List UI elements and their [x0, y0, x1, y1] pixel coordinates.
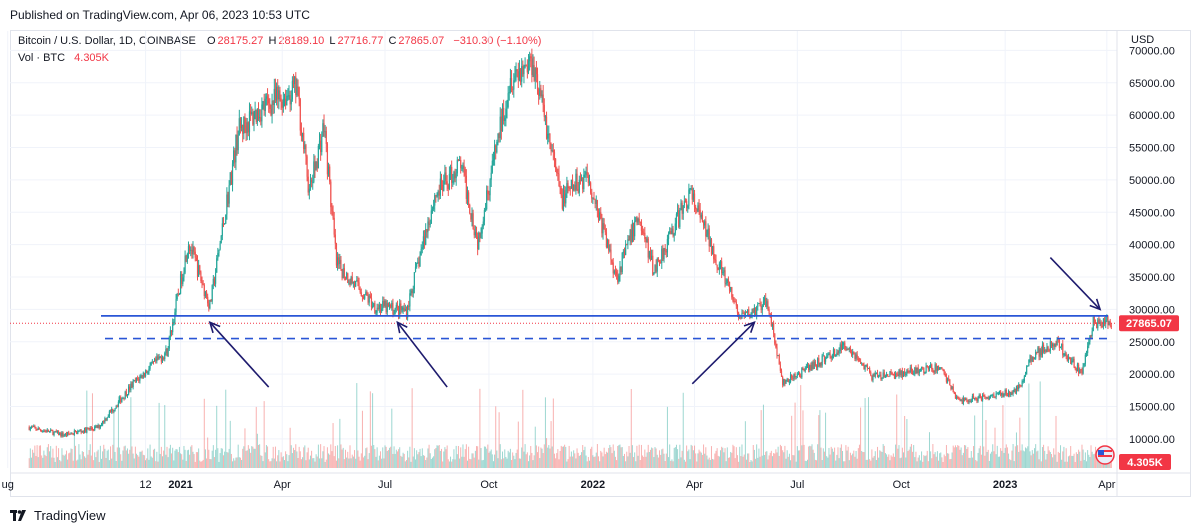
published-line: Published on TradingView.com, Apr 06, 20… — [10, 8, 310, 22]
legend-volume: Vol · BTC 4.305K — [18, 52, 111, 64]
change-value: −310.30 (−1.10%) — [453, 35, 542, 47]
low-value: 27716.77 — [337, 35, 384, 47]
open-label: O — [206, 35, 216, 47]
footer-brand: TradingView — [34, 508, 106, 523]
tradingview-logo-icon — [10, 509, 28, 522]
close-label: C — [388, 35, 397, 47]
volume-value: 4.305K — [74, 52, 110, 64]
legend-ohlc: Bitcoin / U.S. Dollar, 1D, COINBASE O 281… — [18, 35, 543, 47]
chart-frame[interactable] — [10, 30, 1191, 497]
volume-label[interactable]: Vol · BTC — [18, 52, 66, 64]
low-label: L — [329, 35, 336, 47]
high-value: 28189.10 — [278, 35, 325, 47]
high-label: H — [268, 35, 277, 47]
symbol-label[interactable]: Bitcoin / U.S. Dollar, 1D, COINBASE — [18, 35, 196, 47]
footer: TradingView — [10, 508, 106, 523]
close-value: 27865.07 — [398, 35, 445, 47]
open-value: 28175.27 — [217, 35, 264, 47]
